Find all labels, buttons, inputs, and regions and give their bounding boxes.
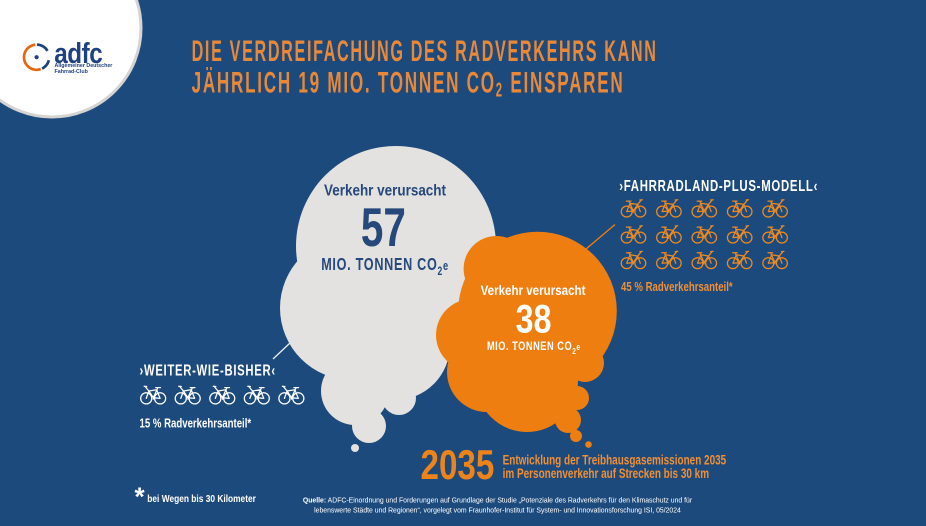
svg-text:38: 38 xyxy=(516,296,552,341)
svg-text:2035: 2035 xyxy=(421,443,495,490)
svg-text:im Personenverkehr auf Strecke: im Personenverkehr auf Strecken bis 30 k… xyxy=(503,465,709,481)
svg-text:45 % Radverkehrsanteil*: 45 % Radverkehrsanteil* xyxy=(621,281,733,295)
svg-text:Quelle: ADFC-Einordnung und Fo: Quelle: ADFC-Einordnung und Forderungen … xyxy=(303,496,693,504)
svg-text:15 % Radverkehrsanteil*: 15 % Radverkehrsanteil* xyxy=(140,417,252,431)
svg-text:adfc: adfc xyxy=(54,37,102,69)
svg-text:*: * xyxy=(135,482,146,512)
svg-text:lebenswerte Städte und Regione: lebenswerte Städte und Regionen“, vorgel… xyxy=(314,506,681,514)
svg-text:JÄHRLICH 19 MIO. TONNEN CO2 EI: JÄHRLICH 19 MIO. TONNEN CO2 EINSPAREN xyxy=(192,67,625,102)
svg-text:Fahrrad-Club: Fahrrad-Club xyxy=(55,69,89,75)
svg-text:›FAHRRADLAND-PLUS-MODELL‹: ›FAHRRADLAND-PLUS-MODELL‹ xyxy=(619,177,818,194)
svg-text:DIE VERDREIFACHUNG DES RADVERK: DIE VERDREIFACHUNG DES RADVERKEHRS KANN xyxy=(192,35,658,69)
svg-text:MIO. TONNEN CO2e: MIO. TONNEN CO2e xyxy=(487,340,581,356)
svg-text:Verkehr verursacht: Verkehr verursacht xyxy=(481,283,587,298)
svg-text:bei Wegen bis 30 Kilometer: bei Wegen bis 30 Kilometer xyxy=(147,493,256,504)
svg-text:Verkehr verursacht: Verkehr verursacht xyxy=(324,183,446,200)
svg-text:Allgemeiner Deutscher: Allgemeiner Deutscher xyxy=(55,63,114,69)
svg-text:Entwicklung der Treibhausgasem: Entwicklung der Treibhausgasemissionen 2… xyxy=(503,452,727,468)
svg-text:57: 57 xyxy=(361,197,406,259)
svg-text:MIO. TONNEN CO2e: MIO. TONNEN CO2e xyxy=(321,255,449,279)
svg-text:›WEITER-WIE-BISHER‹: ›WEITER-WIE-BISHER‹ xyxy=(140,361,276,378)
